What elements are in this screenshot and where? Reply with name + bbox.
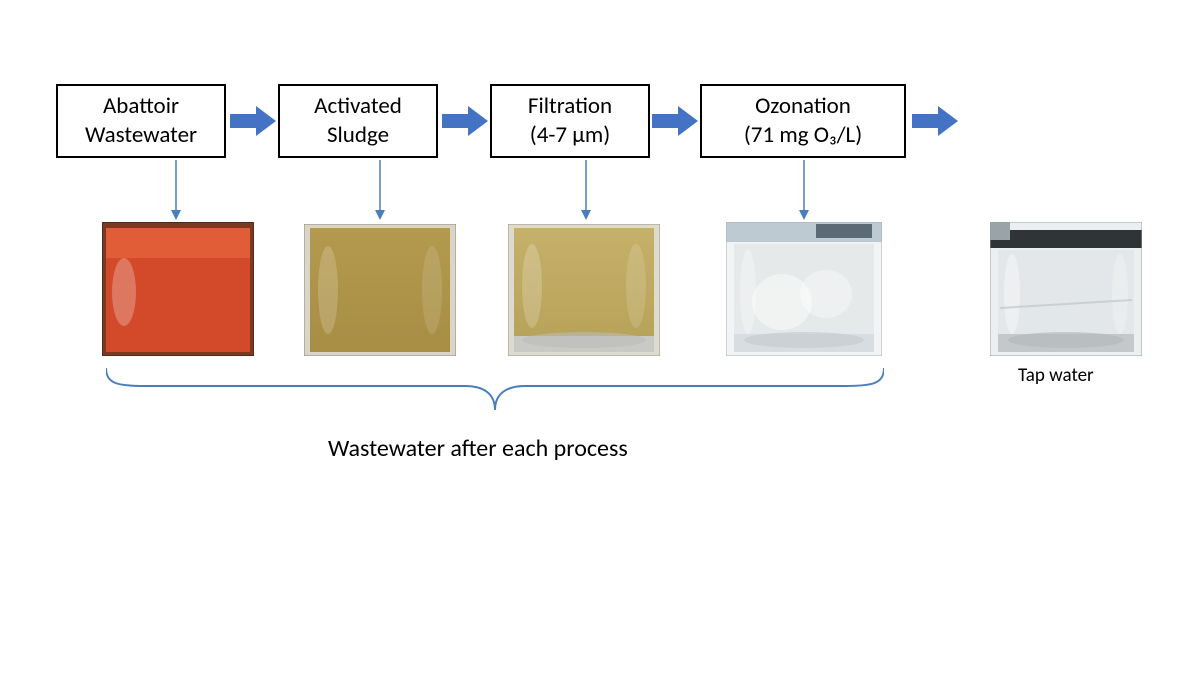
flow-arrow-icon — [230, 106, 276, 136]
tap-water-text: Tap water — [1018, 364, 1094, 387]
summary-caption: Wastewater after each process — [328, 434, 628, 463]
stage-label: ActivatedSludge — [314, 92, 402, 150]
beaker-sludge — [304, 224, 456, 356]
down-arrow-icon — [581, 160, 591, 220]
flow-arrow-icon — [442, 106, 488, 136]
summary-text: Wastewater after each process — [328, 434, 628, 463]
stage-box-filtration: Filtration(4-7 μm) — [490, 84, 650, 158]
brace-icon — [106, 366, 884, 422]
down-arrow-icon — [171, 160, 181, 220]
stage-box-sludge: ActivatedSludge — [278, 84, 438, 158]
down-arrow-icon — [799, 160, 809, 220]
beaker-filtration — [508, 224, 660, 356]
beaker-abattoir — [102, 222, 254, 356]
stage-box-ozonation: Ozonation(71 mg O₃/L) — [700, 84, 906, 158]
stage-label: AbattoirWastewater — [85, 92, 197, 150]
beaker-tapwater — [990, 222, 1142, 356]
flow-arrow-icon — [912, 106, 958, 136]
stage-box-abattoir: AbattoirWastewater — [56, 84, 226, 158]
tap-water-label: Tap water — [1018, 364, 1094, 387]
stage-label: Ozonation(71 mg O₃/L) — [744, 92, 862, 150]
flow-arrow-icon — [652, 106, 698, 136]
stage-label: Filtration(4-7 μm) — [528, 92, 612, 150]
beaker-ozonation — [726, 222, 882, 356]
down-arrow-icon — [375, 160, 385, 220]
